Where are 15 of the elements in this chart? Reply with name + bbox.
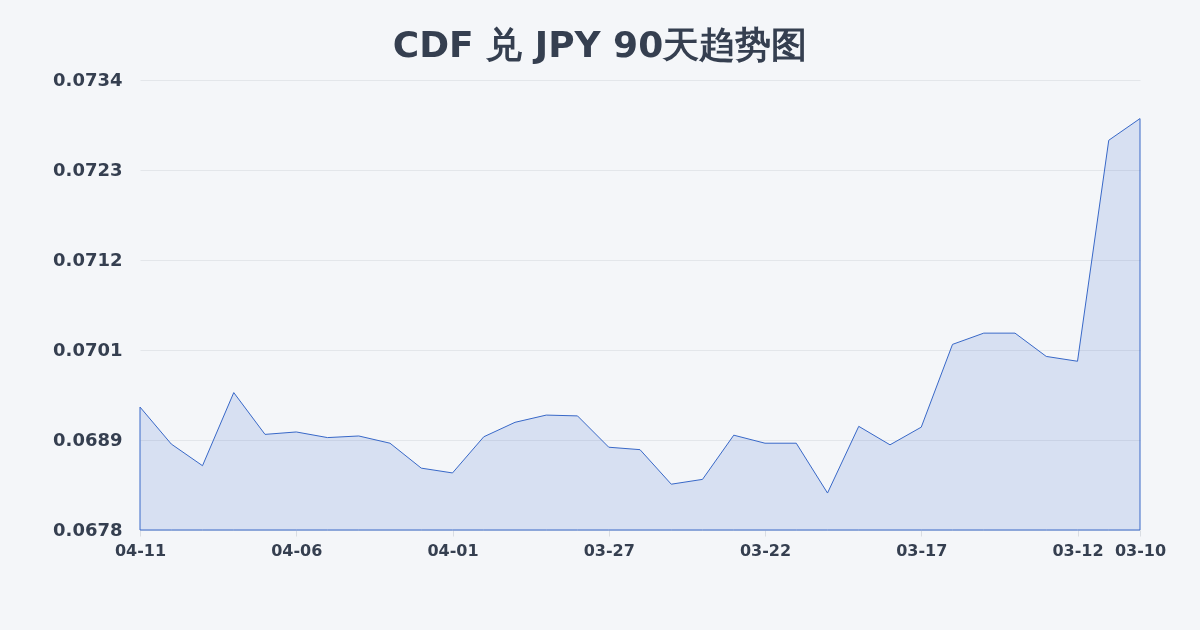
x-tick-label: 03-17 xyxy=(896,540,948,560)
x-tick-label: 03-10 xyxy=(1114,540,1167,560)
y-tick-label: 0.0701 xyxy=(53,338,123,360)
y-tick-label: 0.0678 xyxy=(53,518,123,540)
y-tick-label: 0.0689 xyxy=(53,428,123,450)
y-tick-label: 0.0734 xyxy=(53,68,123,90)
y-tick-label: 0.0712 xyxy=(53,248,123,270)
x-tick-label: 03-22 xyxy=(739,540,792,560)
x-tick-label: 04-06 xyxy=(271,540,323,560)
x-tick-label: 04-11 xyxy=(114,540,167,560)
chart-title: CDF 兑 JPY 90天趋势图 xyxy=(392,24,808,65)
x-tick-label: 03-27 xyxy=(583,540,635,560)
x-tick-label: 03-12 xyxy=(1052,540,1104,560)
y-tick-label: 0.0723 xyxy=(53,158,123,180)
x-tick-label: 04-01 xyxy=(427,540,479,560)
